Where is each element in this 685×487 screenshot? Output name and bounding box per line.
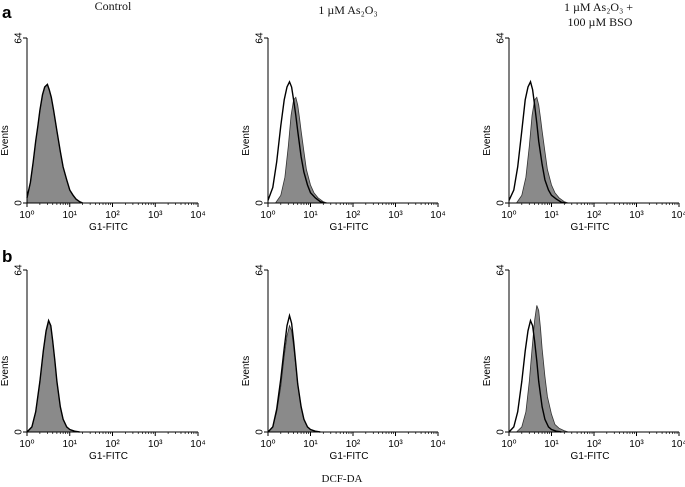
x-tick-label: 10² [587, 210, 602, 221]
histogram-outline-series-a-3 [508, 79, 567, 204]
x-axis-label: G1-FITC [89, 451, 128, 462]
histogram-outline-series-b-3 [508, 318, 562, 433]
x-tick-label: 10² [346, 439, 361, 450]
y-tick-label: 64 [14, 32, 25, 44]
x-tick-label: 10⁴ [430, 210, 445, 221]
x-tick-label: 10¹ [63, 439, 78, 450]
x-tick-label: 10⁴ [671, 439, 685, 450]
row-label-b: b [2, 247, 12, 266]
x-tick-label: 10¹ [544, 439, 559, 450]
y-tick-label: 64 [255, 32, 266, 44]
x-tick-label: 10³ [629, 210, 644, 221]
x-tick-label: 10⁴ [430, 439, 445, 450]
y-tick-label: 64 [496, 264, 507, 276]
x-tick-label: 10⁰ [501, 210, 516, 221]
x-tick-label: 10⁰ [501, 439, 516, 450]
y-tick-label: 64 [255, 264, 266, 276]
x-tick-label: 10¹ [303, 439, 318, 450]
panel-a-1: 10⁰ 10¹ 10² 10³ 10⁴ 0 64 Events G1-FITC [0, 32, 206, 233]
x-tick-label: 10¹ [544, 210, 559, 221]
x-tick-label: 10⁰ [260, 210, 275, 221]
x-axis-label: G1-FITC [89, 222, 128, 233]
x-tick-label: 10⁴ [190, 210, 205, 221]
x-axis-label: G1-FITC [571, 222, 610, 233]
column-title-control: Control [95, 0, 132, 13]
x-axis-label: G1-FITC [571, 451, 610, 462]
y-axis-label: Events [241, 356, 252, 387]
y-axis-label: Events [0, 125, 11, 156]
x-tick-label: 10² [105, 210, 120, 221]
panel-a-3: 10⁰ 10¹ 10² 10³ 10⁴ 0 64 Events G1-FITC [482, 32, 685, 233]
x-tick-label: 10⁴ [671, 210, 685, 221]
column-title-as2o3: 1 µM As₂O₃ [318, 3, 377, 17]
histogram-outline-series-b-1 [26, 318, 80, 433]
x-tick-label: 10⁰ [260, 439, 275, 450]
panel-a-2: 10⁰ 10¹ 10² 10³ 10⁴ 0 64 Events G1-FITC [241, 32, 446, 233]
x-tick-label: 10⁴ [190, 439, 205, 450]
histogram-outline-series-b-2 [267, 312, 321, 433]
x-tick-label: 10² [587, 439, 602, 450]
y-axis-label: Events [482, 125, 493, 156]
x-tick-label: 10³ [388, 439, 403, 450]
y-tick-label: 0 [496, 429, 507, 435]
panel-b-3: 10⁰ 10¹ 10² 10³ 10⁴ 0 64 Events G1-FITC [482, 264, 685, 462]
histogram-outline-series-a-1 [26, 83, 83, 204]
x-tick-label: 10³ [629, 439, 644, 450]
y-axis-label: Events [482, 356, 493, 387]
x-axis-label: G1-FITC [330, 451, 369, 462]
histogram-filled-series-a-2 [274, 96, 328, 204]
row-label-a: a [2, 3, 12, 22]
histogram-filled-series-a-3 [515, 96, 569, 204]
panel-b-1: 10⁰ 10¹ 10² 10³ 10⁴ 0 64 Events G1-FITC [0, 264, 206, 462]
footer-label: DCF-DA [322, 473, 363, 485]
y-tick-label: 0 [255, 429, 266, 435]
y-tick-label: 64 [496, 32, 507, 44]
histogram-filled-series-b-3 [515, 305, 569, 433]
x-tick-label: 10¹ [303, 210, 318, 221]
panel-b-2: 10⁰ 10¹ 10² 10³ 10⁴ 0 64 Events G1-FITC [241, 264, 446, 462]
x-tick-label: 10³ [388, 210, 403, 221]
y-axis-label: Events [241, 125, 252, 156]
x-tick-label: 10³ [148, 439, 163, 450]
x-tick-label: 10³ [148, 210, 163, 221]
x-tick-label: 10¹ [63, 210, 78, 221]
x-tick-label: 10⁰ [19, 210, 34, 221]
y-axis-label: Events [0, 356, 11, 387]
x-tick-label: 10² [105, 439, 120, 450]
y-tick-label: 0 [255, 200, 266, 206]
y-tick-label: 0 [496, 200, 507, 206]
x-tick-label: 10⁰ [19, 439, 34, 450]
x-tick-label: 10² [346, 210, 361, 221]
y-tick-label: 0 [14, 200, 25, 206]
y-tick-label: 64 [14, 264, 25, 276]
x-axis-label: G1-FITC [330, 222, 369, 233]
y-tick-label: 0 [14, 429, 25, 435]
histogram-outline-series-a-2 [267, 80, 326, 204]
column-title-as2o3-bso: 1 µM As₂O₃ + 100 µM BSO [564, 0, 636, 29]
